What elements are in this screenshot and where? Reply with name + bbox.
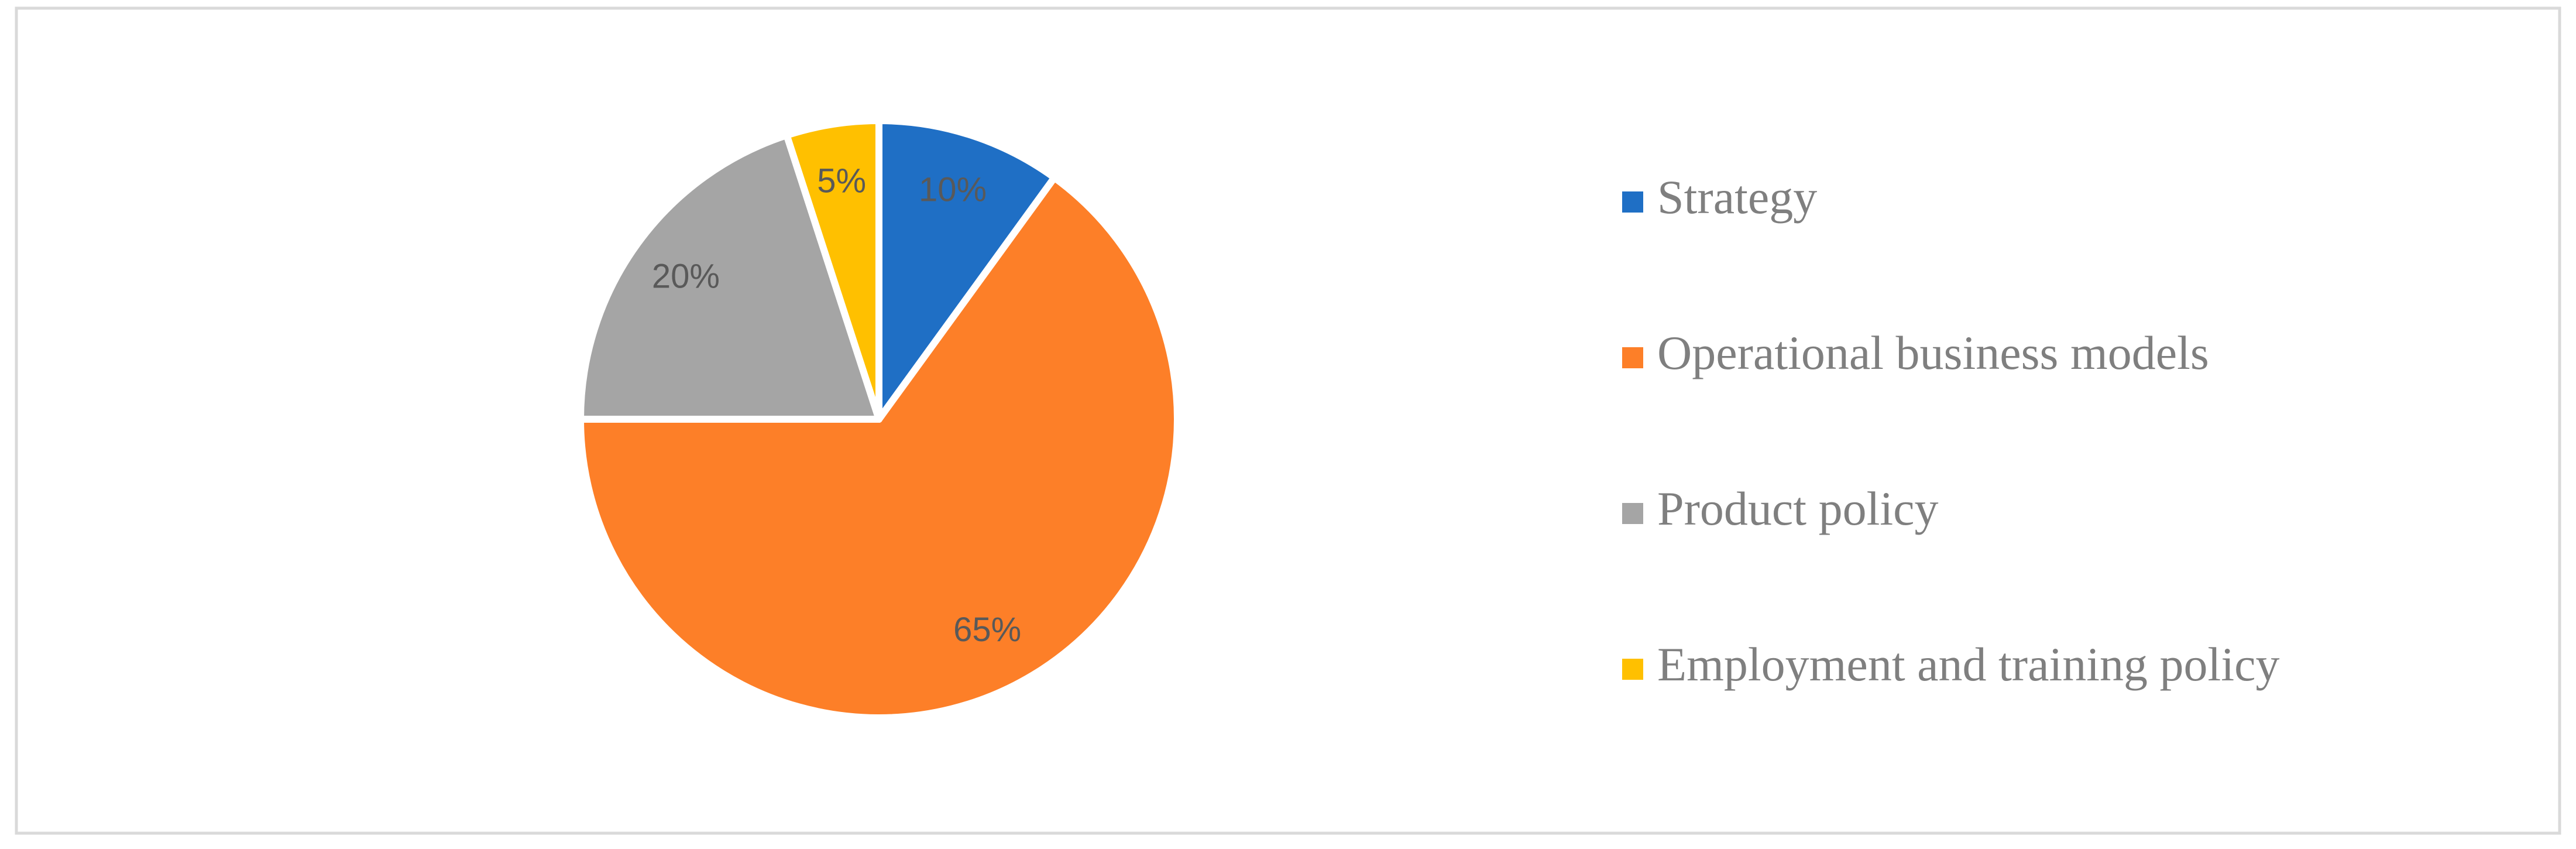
pie: 10% 65% 20% 5% — [577, 117, 1181, 721]
data-label: 10% — [919, 170, 987, 208]
pie-slice — [875, 117, 1058, 423]
data-label: 5% — [817, 162, 866, 200]
pie-slice — [783, 117, 882, 423]
legend-swatch — [1622, 503, 1643, 524]
legend-swatch — [1622, 347, 1643, 368]
pie-slice — [577, 131, 882, 423]
data-label: 20% — [652, 258, 720, 296]
legend-swatch — [1622, 191, 1643, 213]
pie-slice — [577, 174, 1181, 721]
legend-label: Operational business models — [1657, 326, 2209, 379]
legend-label: Strategy — [1657, 170, 1817, 224]
legend-label: Product policy — [1657, 482, 1939, 535]
legend-label: Employment and training policy — [1657, 638, 2280, 691]
legend-swatch — [1622, 659, 1643, 680]
data-label: 65% — [953, 611, 1021, 649]
legend: Strategy Operational business models Produ… — [1622, 170, 2280, 691]
chart-frame — [15, 6, 2561, 835]
